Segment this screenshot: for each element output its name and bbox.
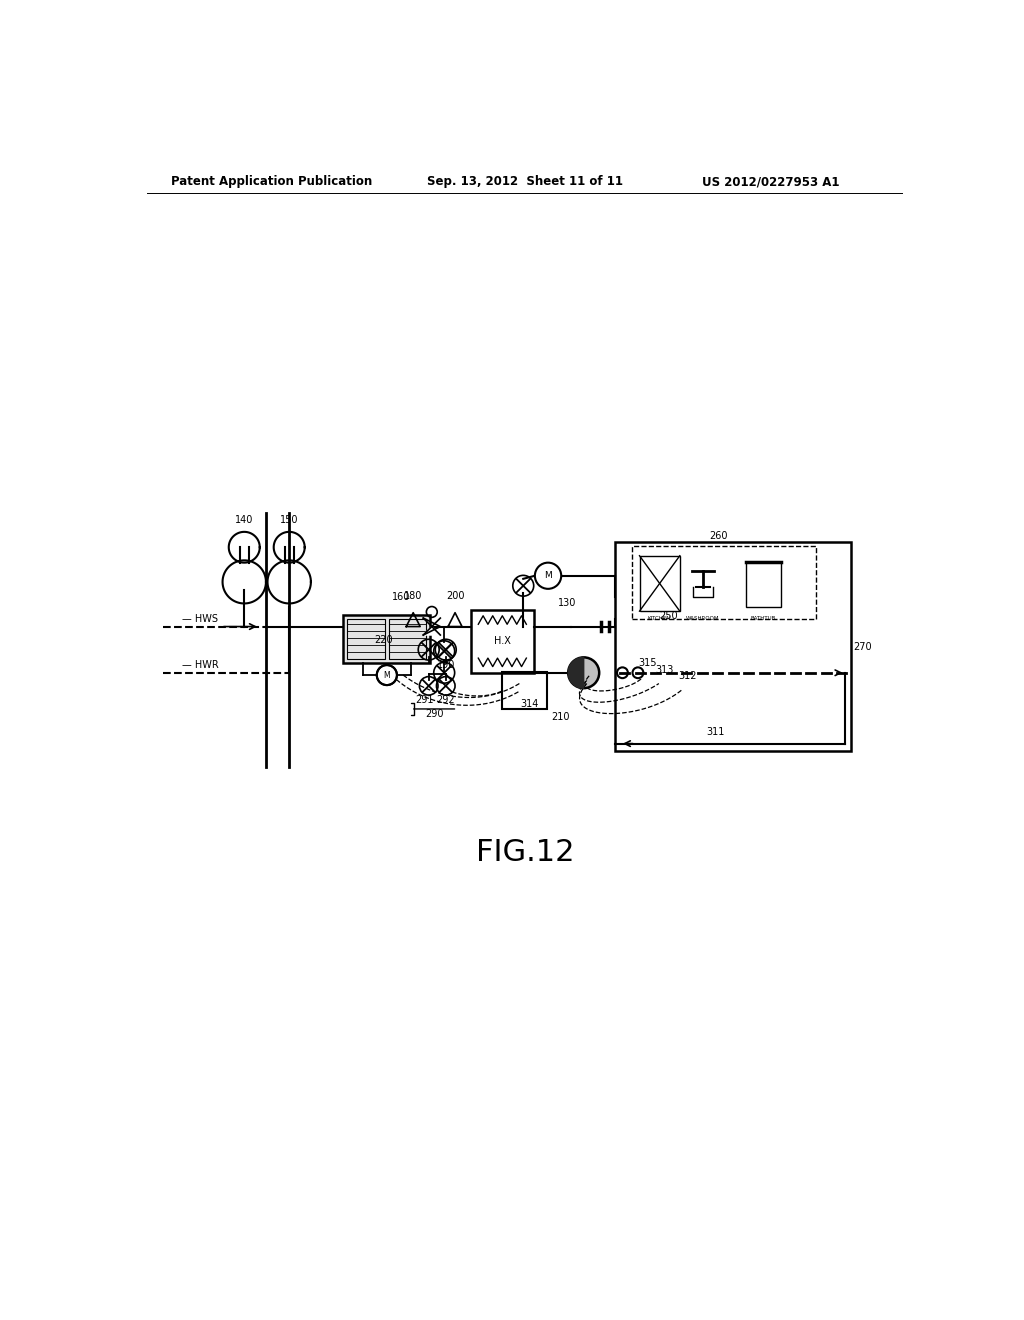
Text: 260: 260 xyxy=(710,531,728,541)
Circle shape xyxy=(535,562,561,589)
Text: Patent Application Publication: Patent Application Publication xyxy=(171,176,372,187)
Text: WASHROOM: WASHROOM xyxy=(686,615,720,620)
Text: 314: 314 xyxy=(520,698,539,709)
Text: M: M xyxy=(384,671,390,680)
Text: 160: 160 xyxy=(391,593,410,602)
Text: M: M xyxy=(544,572,552,581)
Text: — HWS: — HWS xyxy=(182,614,218,624)
Bar xyxy=(632,545,816,619)
Text: 311: 311 xyxy=(707,727,725,737)
Text: Sep. 13, 2012  Sheet 11 of 11: Sep. 13, 2012 Sheet 11 of 11 xyxy=(427,176,623,187)
Text: 180: 180 xyxy=(404,591,422,601)
Bar xyxy=(343,615,430,663)
Text: 190: 190 xyxy=(436,660,455,671)
Text: 313: 313 xyxy=(655,665,674,676)
Circle shape xyxy=(568,657,599,688)
Text: FIG.12: FIG.12 xyxy=(475,838,574,867)
Bar xyxy=(471,610,535,673)
Bar xyxy=(640,556,680,611)
Text: 292: 292 xyxy=(436,694,455,705)
Text: KITCHEN: KITCHEN xyxy=(648,615,672,620)
Text: 312: 312 xyxy=(678,671,696,681)
Text: US 2012/0227953 A1: US 2012/0227953 A1 xyxy=(702,176,840,187)
Text: 200: 200 xyxy=(445,591,464,601)
Text: 130: 130 xyxy=(557,598,575,609)
Bar xyxy=(347,619,385,659)
Text: — HWR: — HWR xyxy=(182,660,219,671)
Bar xyxy=(746,562,780,607)
Bar xyxy=(614,543,851,751)
Text: 220: 220 xyxy=(375,635,393,644)
Text: 315: 315 xyxy=(638,657,656,668)
Text: 210: 210 xyxy=(551,711,569,722)
Circle shape xyxy=(377,665,397,685)
Text: H.X: H.X xyxy=(494,636,511,647)
Bar xyxy=(389,619,426,659)
Text: 270: 270 xyxy=(853,643,872,652)
Bar xyxy=(502,672,547,709)
Polygon shape xyxy=(423,627,440,635)
Text: 150: 150 xyxy=(280,515,298,525)
Text: 290: 290 xyxy=(426,709,444,719)
Text: 250: 250 xyxy=(659,611,678,620)
Polygon shape xyxy=(568,657,584,688)
Text: 140: 140 xyxy=(236,515,253,525)
Text: 291: 291 xyxy=(415,694,433,705)
Text: BATHTUB: BATHTUB xyxy=(751,615,776,620)
